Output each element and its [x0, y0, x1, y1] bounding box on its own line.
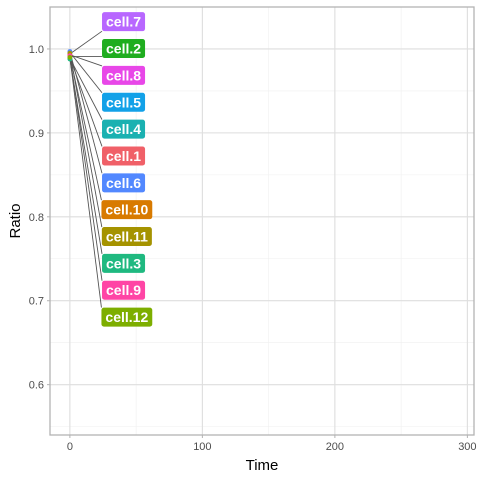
label-connector — [69, 54, 103, 67]
y-tick-label: 0.7 — [29, 296, 44, 308]
point-labels: cell.7 cell.2 cell.8 cell.5 cell.4 cell.1 cell… — [101, 12, 153, 327]
point-label-box — [102, 92, 146, 112]
point-label-text: cell.3 — [106, 255, 141, 271]
point-label-box — [102, 280, 146, 300]
y-tick-label: 1.0 — [29, 44, 44, 56]
point-label-text: cell.8 — [106, 67, 141, 83]
point-label-box — [102, 173, 146, 193]
point-label-box — [102, 253, 146, 273]
data-points — [67, 49, 73, 62]
label-connector — [69, 57, 102, 308]
point-label-box — [101, 307, 153, 327]
point-label-box — [102, 39, 146, 59]
panel-border — [49, 6, 475, 436]
x-tick-label: 200 — [326, 441, 344, 453]
x-tick-label: 0 — [67, 441, 73, 453]
x-axis-title: Time — [246, 457, 279, 474]
y-tick-label: 0.8 — [29, 212, 44, 224]
x-tick-label: 300 — [458, 441, 476, 453]
axis-ticks: 0 100 200 300 0.6 0.7 0.8 0.9 1.0 — [29, 44, 477, 453]
point-label-text: cell.12 — [105, 309, 148, 325]
label-connectors — [69, 30, 103, 308]
point-label-box — [102, 12, 146, 32]
point-label-text: cell.11 — [106, 229, 148, 245]
point-label-box — [101, 200, 153, 220]
y-axis-title: Ratio — [7, 203, 24, 238]
point-label-text: cell.7 — [106, 14, 141, 30]
label-connector — [69, 55, 103, 281]
y-tick-label: 0.9 — [29, 128, 44, 140]
data-point — [67, 54, 73, 60]
label-connector — [69, 52, 103, 94]
label-connector — [69, 30, 103, 55]
point-label-box — [102, 65, 146, 85]
point-label-box — [102, 119, 146, 139]
point-label-text: cell.6 — [106, 175, 141, 191]
point-label-text: cell.4 — [106, 121, 141, 137]
point-label-box — [101, 227, 152, 247]
point-label-box — [102, 146, 146, 166]
label-connector — [69, 57, 103, 120]
y-tick-label: 0.6 — [29, 380, 44, 392]
point-label-text: cell.1 — [106, 148, 141, 164]
point-label-text: cell.10 — [105, 202, 148, 218]
label-connector — [69, 53, 103, 228]
label-connector — [69, 51, 103, 174]
point-label-text: cell.5 — [106, 94, 141, 110]
point-label-text: cell.2 — [106, 41, 141, 57]
point-label-text: cell.9 — [106, 282, 141, 298]
x-tick-label: 100 — [193, 441, 211, 453]
